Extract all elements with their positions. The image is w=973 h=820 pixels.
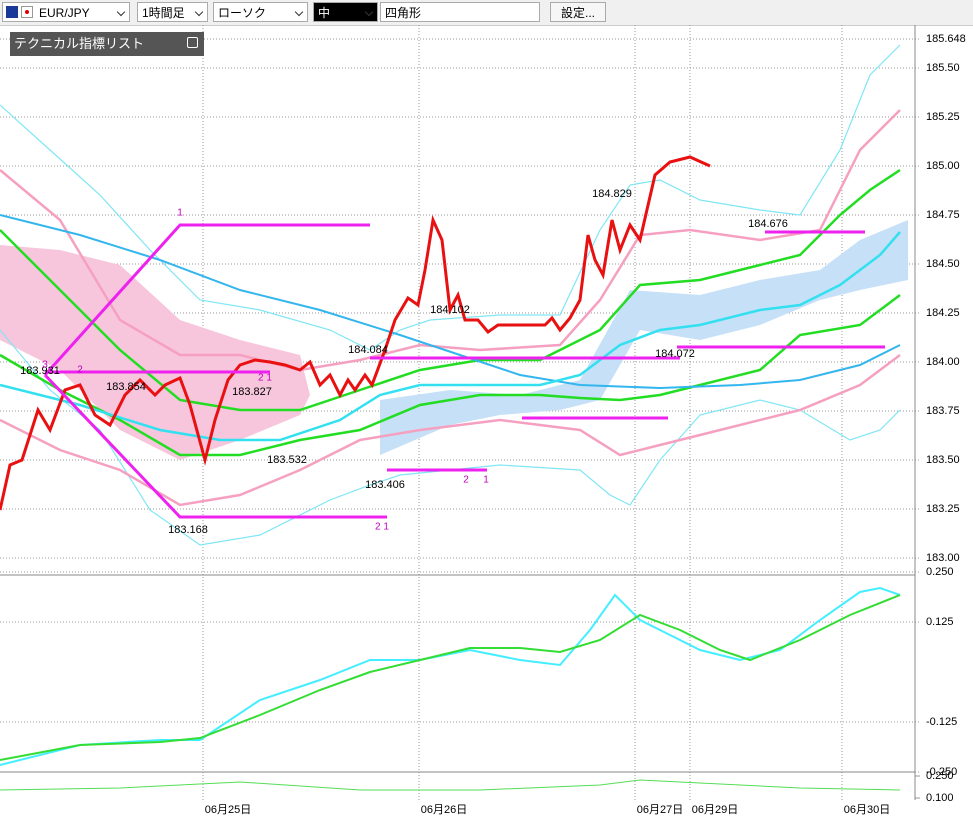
price-label: 184.676 (748, 218, 788, 230)
price-line (0, 155, 711, 511)
axis-label: 0.125 (926, 616, 954, 628)
indicator-list-panel[interactable]: テクニカル指標リスト (10, 32, 204, 56)
flag-jp (21, 6, 33, 18)
axis-label: 184.75 (926, 209, 960, 221)
price-label: 183.827 (232, 386, 272, 398)
wave-label: 3 (42, 360, 48, 371)
price-label: 184.102 (430, 304, 470, 316)
drawn-line (43, 373, 387, 519)
drawing-input[interactable]: 四角形 (380, 2, 540, 22)
axis-label: 183.25 (926, 503, 960, 515)
band-line (0, 109, 901, 372)
price-label: 184.829 (592, 188, 632, 200)
axis-label: 184.50 (926, 258, 960, 270)
axis-label: 183.50 (926, 454, 960, 466)
timeframe-select[interactable]: 1時間足 (137, 2, 208, 22)
band-line (0, 44, 901, 351)
signal-line (0, 594, 901, 761)
axis-label: -0.125 (926, 716, 957, 728)
wave-label: 2 1 (375, 522, 389, 533)
axis-label: -0.250 (926, 766, 957, 778)
axis-label: 185.25 (926, 111, 960, 123)
date-label: 06月26日 (421, 804, 467, 816)
cloud (0, 245, 310, 460)
axis-label: 0.250 (926, 566, 954, 578)
axis-label: 185.50 (926, 62, 960, 74)
axis-label: 0.250 (926, 770, 954, 782)
axis-label: 184.25 (926, 307, 960, 319)
axis-label: 185.00 (926, 160, 960, 172)
date-label: 06月29日 (692, 804, 738, 816)
chart-type-select[interactable]: ローソク (213, 2, 308, 22)
axis-label: 183.00 (926, 552, 960, 564)
wave-label: 2 (77, 365, 83, 376)
settings-button[interactable]: 設定... (550, 2, 606, 22)
chart: 185.648 185.50 185.25 185.00 184.75 184.50 184… (0, 25, 966, 816)
wave-label: 1 (483, 475, 489, 486)
date-label: 06月30日 (844, 804, 890, 816)
ma-line (0, 214, 901, 390)
macd-line (0, 586, 901, 766)
price-label: 184.072 (655, 348, 695, 360)
price-label: 183.931 (20, 365, 60, 377)
wave-label: 2 1 (258, 373, 272, 384)
size-select[interactable]: 中 (313, 2, 378, 22)
ma-line (0, 168, 901, 412)
wave-label: 1 (177, 208, 183, 219)
axis-label: 183.75 (926, 405, 960, 417)
date-label: 06月25日 (205, 804, 251, 816)
date-label: 06月27日 (637, 804, 683, 816)
wave-label: 2 (463, 475, 469, 486)
ma-line (0, 294, 901, 457)
symbol-select[interactable]: EUR/JPY (2, 2, 130, 22)
price-label: 183.854 (106, 381, 146, 393)
price-label: 183.532 (267, 454, 307, 466)
cloud (380, 220, 908, 455)
axis-label: 184.00 (926, 356, 960, 368)
axis-label: 185.648 (926, 33, 966, 45)
panel-toggle[interactable] (187, 37, 198, 48)
price-label: 183.406 (365, 479, 405, 491)
price-label: 183.168 (168, 524, 208, 536)
drawn-line (43, 223, 370, 377)
sub-line (0, 779, 901, 791)
price-label: 184.084 (348, 344, 388, 356)
ma-line (0, 231, 901, 442)
band-line (0, 329, 901, 546)
flag-eu (6, 6, 18, 18)
axis-label: 0.100 (926, 792, 954, 804)
